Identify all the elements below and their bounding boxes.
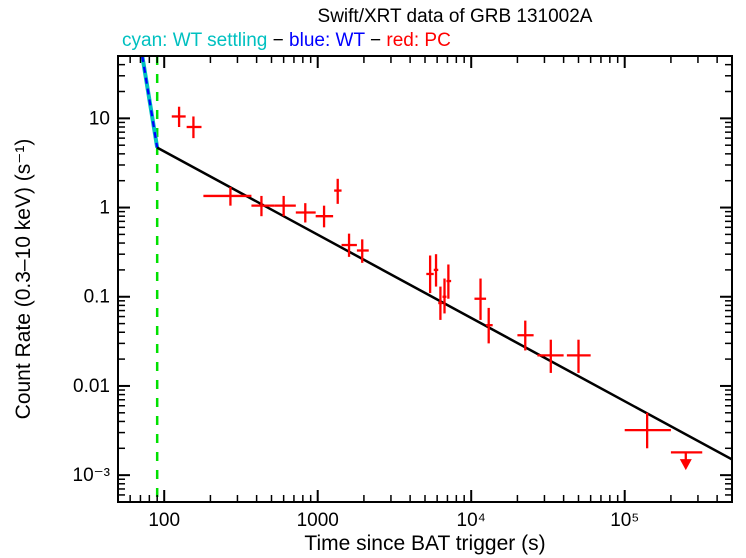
model-line: [142, 56, 157, 148]
y-tick-label: 0.1: [84, 287, 110, 308]
chart-title: Swift/XRT data of GRB 131002A: [318, 6, 593, 27]
y-tick-label: 1: [99, 198, 110, 219]
y-tick-label: 10⁻³: [73, 465, 111, 486]
chart-container: Swift/XRT data of GRB 131002A cyan: WT se…: [0, 0, 746, 558]
x-tick-label: 10⁴: [457, 510, 486, 531]
y-tick-label: 10: [89, 108, 110, 129]
y-axis-label: Count Rate (0.3–10 keV) (s⁻¹): [12, 139, 35, 420]
x-tick-label: 100: [148, 510, 180, 531]
plot-area: [142, 56, 732, 502]
x-tick-label: 1000: [297, 510, 339, 531]
axis-box: [118, 56, 732, 502]
upper-limit-arrow-icon: [680, 459, 692, 470]
y-tick-label: 0.01: [73, 376, 110, 397]
chart-svg: Swift/XRT data of GRB 131002A cyan: WT se…: [0, 0, 746, 558]
x-axis-label: Time since BAT trigger (s): [304, 532, 545, 555]
chart-subtitle: cyan: WT settling − blue: WT − red: PC: [122, 30, 451, 51]
x-tick-label: 10⁵: [610, 510, 639, 531]
